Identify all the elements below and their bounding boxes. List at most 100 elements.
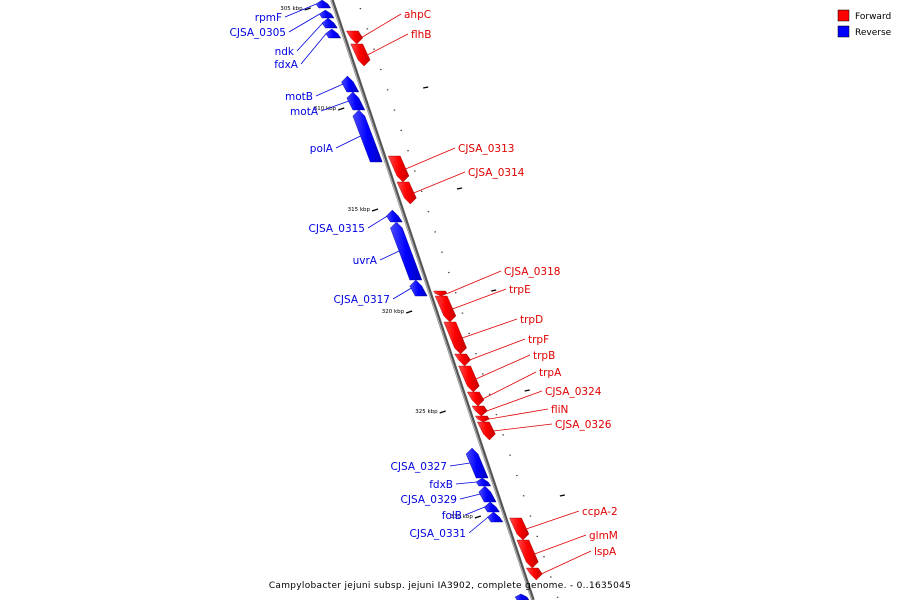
- gene-trpe[interactable]: [434, 295, 457, 323]
- gene-glmm[interactable]: [516, 539, 539, 569]
- gene-cjsa_0313[interactable]: [387, 155, 410, 183]
- gene-pola[interactable]: [352, 109, 383, 163]
- minor-tick: [386, 89, 389, 91]
- label-cjsa_0314[interactable]: CJSA_0314: [468, 167, 525, 179]
- label-ahpc[interactable]: ahpC: [404, 9, 431, 21]
- leader-mota: [320, 100, 349, 112]
- tick-label: 330 kbp: [450, 514, 473, 520]
- gene-trpf[interactable]: [454, 353, 471, 367]
- minor-tick: [509, 454, 511, 456]
- label-cjsa_0327[interactable]: CJSA_0327: [391, 461, 447, 473]
- gene-partial[interactable]: [514, 593, 530, 600]
- label-cjsa_0329[interactable]: CJSA_0329: [401, 494, 457, 506]
- gene-ccpa-2[interactable]: [509, 517, 530, 541]
- gene-motb[interactable]: [341, 75, 360, 93]
- minor-tick: [529, 515, 532, 517]
- label-cjsa_0317[interactable]: CJSA_0317: [334, 294, 390, 306]
- label-glmm[interactable]: glmM: [589, 530, 618, 542]
- major-tick: [405, 310, 413, 314]
- label-uvra[interactable]: uvrA: [353, 255, 378, 267]
- leader-cjsa_0315: [367, 215, 388, 229]
- leader-flhb: [367, 33, 409, 56]
- label-cjsa_0326[interactable]: CJSA_0326: [555, 419, 612, 431]
- gene-cjsa_0318[interactable]: [433, 290, 448, 297]
- minor-tick: [427, 211, 430, 213]
- leader-ccpa-2: [526, 510, 580, 530]
- label-folb[interactable]: folB: [442, 510, 462, 522]
- gene-cjsa_0331[interactable]: [487, 511, 504, 523]
- leader-cjsa_0326: [493, 423, 553, 432]
- minor-tick: [536, 535, 538, 537]
- gene-cjsa_0315[interactable]: [386, 209, 403, 223]
- label-trpd[interactable]: trpD: [520, 314, 543, 326]
- leader-cjsa_0329: [459, 493, 481, 500]
- minor-tick: [448, 271, 450, 274]
- gene-folb[interactable]: [483, 501, 500, 513]
- label-fdxa[interactable]: fdxA: [274, 59, 299, 71]
- major-tick: [474, 515, 482, 519]
- gene-trpa[interactable]: [466, 391, 485, 407]
- minor-tick: [495, 414, 498, 416]
- gene-rpmf[interactable]: [315, 0, 332, 9]
- forward-tick: [456, 187, 463, 190]
- minor-tick: [441, 251, 443, 253]
- label-flhb[interactable]: flhB: [411, 29, 431, 41]
- genome-caption: Campylobacter jejuni subsp. jejuni IA390…: [269, 581, 631, 591]
- label-trpa[interactable]: trpA: [539, 367, 562, 379]
- label-fdxb[interactable]: fdxB: [429, 479, 453, 491]
- label-mota[interactable]: motA: [290, 106, 319, 118]
- gene-cjsa_0314[interactable]: [396, 181, 417, 205]
- gene-trpd[interactable]: [443, 321, 467, 355]
- label-cjsa_0305[interactable]: CJSA_0305: [230, 27, 286, 39]
- leader-cjsa_0324: [486, 390, 543, 412]
- label-cjsa_0318[interactable]: CJSA_0318: [504, 266, 560, 278]
- label-cjsa_0324[interactable]: CJSA_0324: [545, 386, 602, 398]
- label-trpf[interactable]: trpF: [528, 334, 549, 346]
- gene-ndk[interactable]: [321, 17, 338, 29]
- legend-forward-label: Forward: [855, 12, 891, 22]
- legend: Forward Reverse: [837, 9, 892, 38]
- leader-glmm: [534, 534, 587, 555]
- leader-cjsa_0313: [405, 147, 456, 170]
- gene-fdxb[interactable]: [475, 477, 492, 487]
- gene-cjsa_0329[interactable]: [478, 485, 497, 503]
- label-trpb[interactable]: trpB: [533, 350, 555, 362]
- minor-tick: [522, 495, 525, 497]
- leader-cjsa_0305: [288, 13, 320, 33]
- label-ccpa-2[interactable]: ccpA-2: [582, 506, 618, 518]
- leader-fdxb: [455, 481, 477, 485]
- minor-tick: [502, 434, 504, 436]
- gene-fdxa[interactable]: [325, 28, 342, 39]
- gene-flhb[interactable]: [350, 43, 371, 67]
- gene-ahpc[interactable]: [346, 30, 363, 45]
- label-cjsa_0313[interactable]: CJSA_0313: [458, 143, 514, 155]
- gene-trpb[interactable]: [458, 365, 480, 393]
- gene-cjsa_0305[interactable]: [319, 9, 335, 19]
- gene-cjsa_0317[interactable]: [409, 279, 428, 297]
- label-cjsa_0315[interactable]: CJSA_0315: [309, 223, 365, 235]
- gene-features: [315, 0, 543, 600]
- leader-flin: [489, 408, 549, 420]
- gene-flin[interactable]: [474, 415, 490, 423]
- label-flin[interactable]: fliN: [551, 404, 568, 416]
- label-ndk[interactable]: ndk: [275, 46, 295, 58]
- minor-tick: [407, 150, 409, 152]
- forward-tick: [423, 86, 429, 89]
- gene-lspa[interactable]: [525, 567, 543, 581]
- gene-cjsa_0324[interactable]: [471, 405, 488, 417]
- label-rpmf[interactable]: rpmF: [255, 12, 282, 24]
- gene-cjsa_0326[interactable]: [477, 421, 496, 441]
- label-pola[interactable]: polA: [310, 143, 334, 155]
- leader-cjsa_0318: [447, 270, 502, 294]
- leader-cjsa_0314: [413, 171, 466, 194]
- minor-tick: [366, 28, 368, 30]
- leader-fdxa: [300, 33, 327, 65]
- major-tick: [304, 7, 311, 11]
- tick-label: 305 kbp: [280, 6, 303, 12]
- label-motb[interactable]: motB: [285, 91, 313, 103]
- label-cjsa_0331[interactable]: CJSA_0331: [410, 528, 466, 540]
- label-trpe[interactable]: trpE: [509, 284, 531, 296]
- minor-tick: [461, 312, 464, 314]
- label-lspa[interactable]: lspA: [594, 546, 617, 558]
